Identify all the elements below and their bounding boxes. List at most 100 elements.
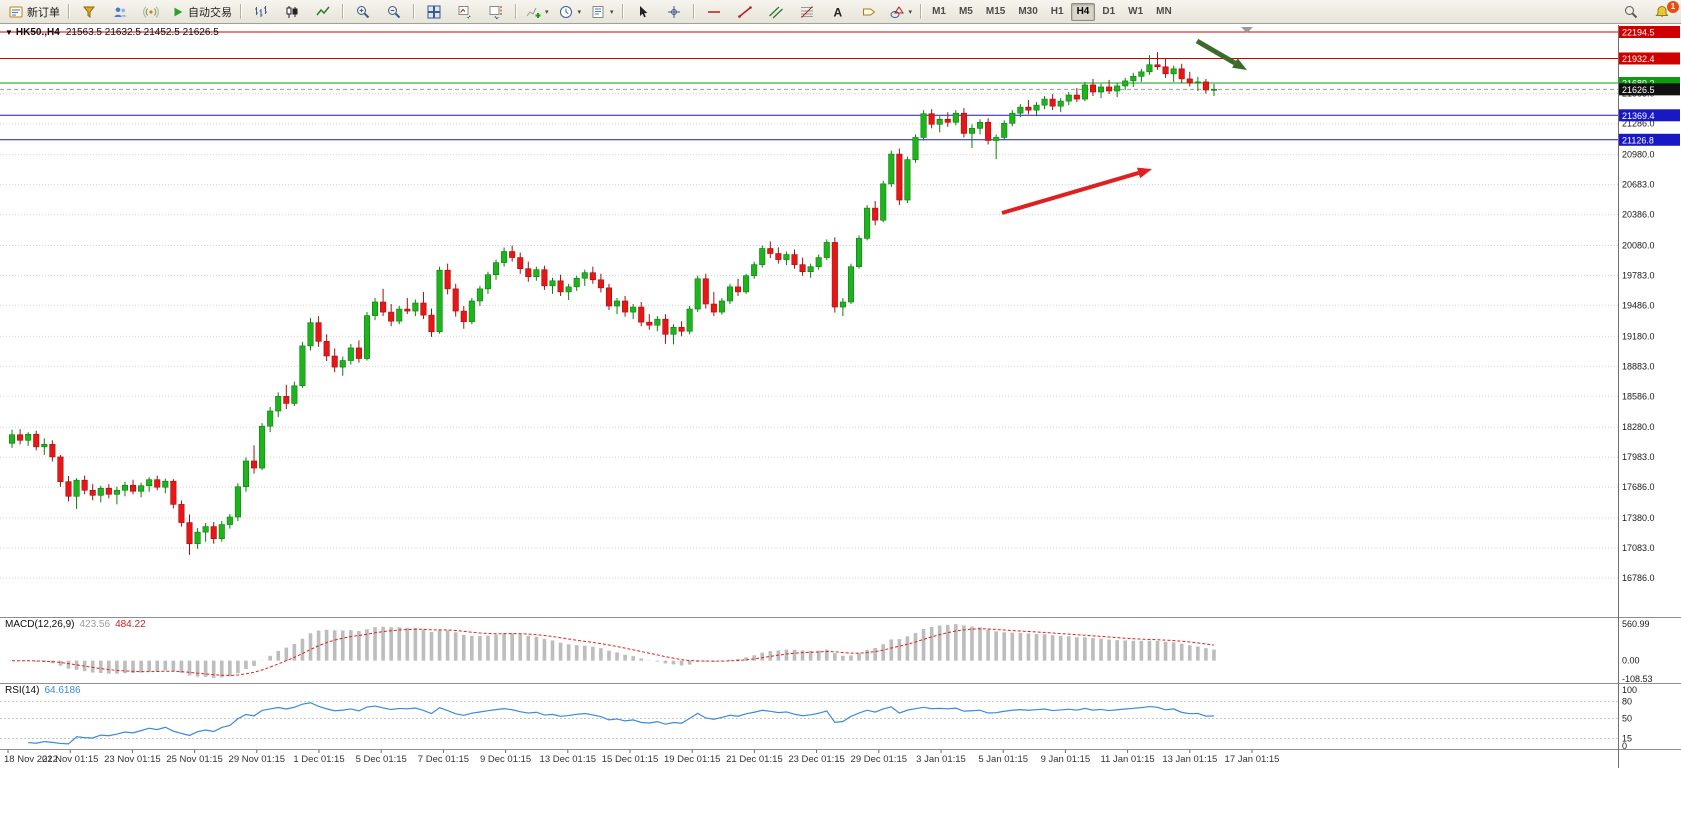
search-button[interactable]: [1616, 1, 1646, 23]
zoom-in-button[interactable]: [348, 1, 378, 23]
zoom-in-icon: [355, 4, 371, 20]
candle: [743, 273, 750, 294]
macd-scale-max: 560.99: [1622, 619, 1650, 629]
templates-button[interactable]: ▾: [586, 1, 618, 23]
chart-dropdown-icon[interactable]: ▼: [5, 28, 13, 37]
label-tool-button[interactable]: [854, 1, 884, 23]
candle: [767, 241, 774, 259]
bar-chart-icon: [253, 4, 269, 20]
indicators-button[interactable]: ▾: [521, 1, 553, 23]
cursor-button[interactable]: [628, 1, 658, 23]
candle: [1049, 94, 1056, 111]
rsi-scale-label: 50: [1622, 714, 1632, 724]
separator: [692, 4, 695, 19]
trendline-tool-button[interactable]: [730, 1, 760, 23]
candle: [823, 239, 830, 261]
fibonacci-tool-button[interactable]: [792, 1, 822, 23]
timeframe-w1-button[interactable]: W1: [1128, 6, 1144, 17]
channel-tool-button[interactable]: [761, 1, 791, 23]
zoom-out-button[interactable]: [379, 1, 409, 23]
timeframe-h4-button[interactable]: H4: [1070, 2, 1096, 21]
candle: [331, 348, 338, 373]
candle: [41, 438, 48, 455]
time-label: 23 Dec 01:15: [788, 754, 845, 765]
horizontal-line-icon: [706, 4, 722, 20]
candle: [1210, 83, 1217, 97]
bar-chart-button[interactable]: [246, 1, 276, 23]
candle: [162, 478, 169, 494]
community-button[interactable]: [105, 1, 135, 23]
line-chart-button[interactable]: [308, 1, 338, 23]
shapes-tool-button[interactable]: ▾: [885, 1, 917, 23]
timeframe-m5-button[interactable]: M5: [958, 6, 973, 17]
horizontal-line-tool-button[interactable]: [699, 1, 729, 23]
autotrading-button[interactable]: 自动交易: [167, 1, 236, 23]
candle: [1138, 68, 1145, 82]
broadcast-button[interactable]: [136, 1, 166, 23]
new-order-button[interactable]: 新订单: [4, 1, 64, 23]
candle: [57, 454, 64, 487]
price-axis-label: 17686.0: [1622, 482, 1655, 492]
price-tag: [1619, 133, 1680, 146]
candle: [484, 271, 492, 294]
candle: [799, 257, 806, 276]
price-axis-label: 21286.0: [1622, 119, 1655, 129]
notifications-button[interactable]: 1: [1647, 0, 1679, 23]
candle: [565, 283, 572, 300]
candle: [968, 124, 976, 149]
time-label: 1 Dec 01:15: [293, 754, 344, 765]
timeframe-m30-button[interactable]: M30: [1018, 6, 1038, 17]
time-label: 3 Jan 01:15: [916, 754, 966, 765]
candle: [1194, 76, 1201, 92]
time-label: 15 Dec 01:15: [602, 754, 659, 765]
auto-scroll-button[interactable]: [450, 1, 480, 23]
rsi-indicator-label: RSI(14) 64.6186: [5, 685, 81, 696]
crosshair-button[interactable]: [659, 1, 689, 23]
price-grid: 21583.021286.020980.020683.020386.020080…: [0, 89, 1655, 583]
macd-panel: 560.99 0.00 -108.53: [12, 619, 1653, 684]
price-tag-label: 22194.5: [1622, 27, 1655, 37]
separator: [342, 4, 344, 19]
text-tool-button[interactable]: A: [823, 1, 853, 23]
candlestick-chart-button[interactable]: [277, 1, 307, 23]
periods-button[interactable]: ▾: [554, 1, 586, 23]
timeframe-m1-button[interactable]: M1: [932, 6, 946, 17]
price-tag-label: 21626.5: [1622, 85, 1655, 95]
trendline-icon: [737, 4, 753, 20]
time-label: 7 Dec 01:15: [418, 754, 469, 765]
chart-shift-button[interactable]: [481, 1, 511, 23]
bullish-red-arrow[interactable]: [1001, 167, 1152, 215]
candle: [985, 118, 992, 145]
candle: [1081, 81, 1088, 102]
candle: [783, 251, 790, 266]
candle: [412, 299, 419, 317]
market-watch-button[interactable]: [74, 1, 104, 23]
tile-windows-button[interactable]: [419, 1, 449, 23]
candle: [146, 477, 153, 492]
candle: [775, 247, 782, 264]
timeframe-mn-button[interactable]: MN: [1156, 6, 1172, 17]
market-watch-icon: [81, 4, 97, 20]
rsi-name: RSI(14): [5, 685, 40, 696]
timeframe-h1-button[interactable]: H1: [1050, 6, 1064, 17]
macd-name: MACD(12,26,9): [5, 619, 75, 630]
label-tag-icon: [861, 4, 877, 20]
candle: [33, 430, 40, 451]
chart-background[interactable]: [0, 25, 1681, 826]
candle: [638, 301, 645, 327]
bearish-green-arrow[interactable]: [1195, 38, 1247, 70]
horizontal-object-lines[interactable]: [0, 31, 1618, 141]
timeframe-d1-button[interactable]: D1: [1102, 6, 1116, 17]
channel-icon: [768, 4, 784, 20]
candle: [509, 245, 516, 262]
candle: [226, 513, 233, 529]
candle: [242, 457, 250, 492]
candle: [9, 429, 16, 448]
candle: [541, 265, 548, 290]
timeframe-m15-button[interactable]: M15: [985, 6, 1006, 17]
candle: [1098, 83, 1105, 99]
chart-shift-marker[interactable]: [1241, 27, 1253, 33]
separator: [413, 4, 415, 19]
